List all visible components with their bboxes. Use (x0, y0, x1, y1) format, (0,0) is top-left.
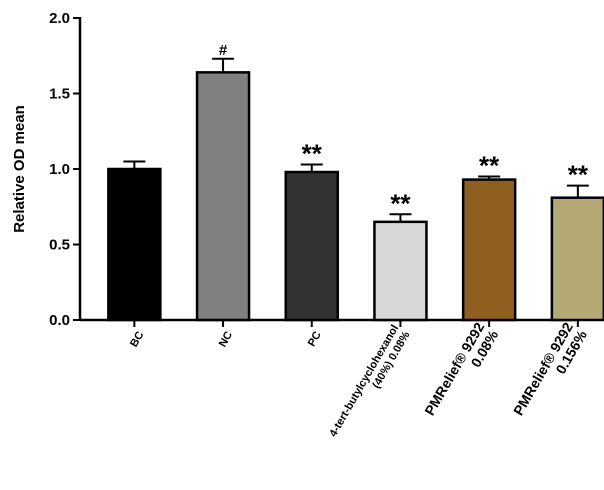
bar (461, 178, 517, 322)
bar (373, 220, 428, 322)
significance-label: # (219, 42, 228, 59)
bar (195, 71, 251, 322)
bar (107, 167, 162, 322)
y-ticks: 0.0 0.5 1.0 1.5 2.0 (49, 10, 80, 329)
significance-label: ** (479, 151, 500, 181)
bars: # ** ** ** ** (107, 42, 604, 327)
y-tick-label: 0.5 (49, 237, 70, 254)
x-tick-label-line: PC (306, 329, 324, 348)
y-tick-label: 2.0 (49, 10, 70, 27)
error-bar (212, 57, 235, 73)
error-bar (123, 160, 146, 169)
bar (284, 170, 339, 322)
x-tick-label: BC (128, 329, 146, 349)
error-bar (389, 213, 412, 222)
significance-label: ** (390, 188, 411, 218)
x-tick-label-line: BC (128, 329, 146, 349)
x-tick-label: 4-tert-butylcyclohexanol(40%) 0.08% (327, 323, 412, 439)
error-bar (478, 175, 501, 180)
x-tick-label-line: NC (217, 329, 235, 349)
y-axis-label: Relative OD mean (11, 105, 28, 233)
y-tick-label: 0.0 (49, 312, 70, 329)
y-tick-label: 1.0 (49, 161, 70, 178)
error-bar (566, 184, 589, 198)
x-tick-label: NC (217, 329, 235, 349)
x-tick-label-line: 4-tert-butylcyclohexanol (327, 323, 401, 439)
y-tick-label: 1.5 (49, 86, 70, 103)
significance-label: ** (302, 138, 323, 168)
bar (550, 196, 604, 322)
x-tick-labels: BC NC PC 4-tert-butylcyclohexanol(40%) 0.08… (128, 319, 590, 439)
x-tick-label: PC (306, 329, 324, 348)
significance-label: ** (568, 160, 589, 190)
error-bar (300, 163, 323, 173)
